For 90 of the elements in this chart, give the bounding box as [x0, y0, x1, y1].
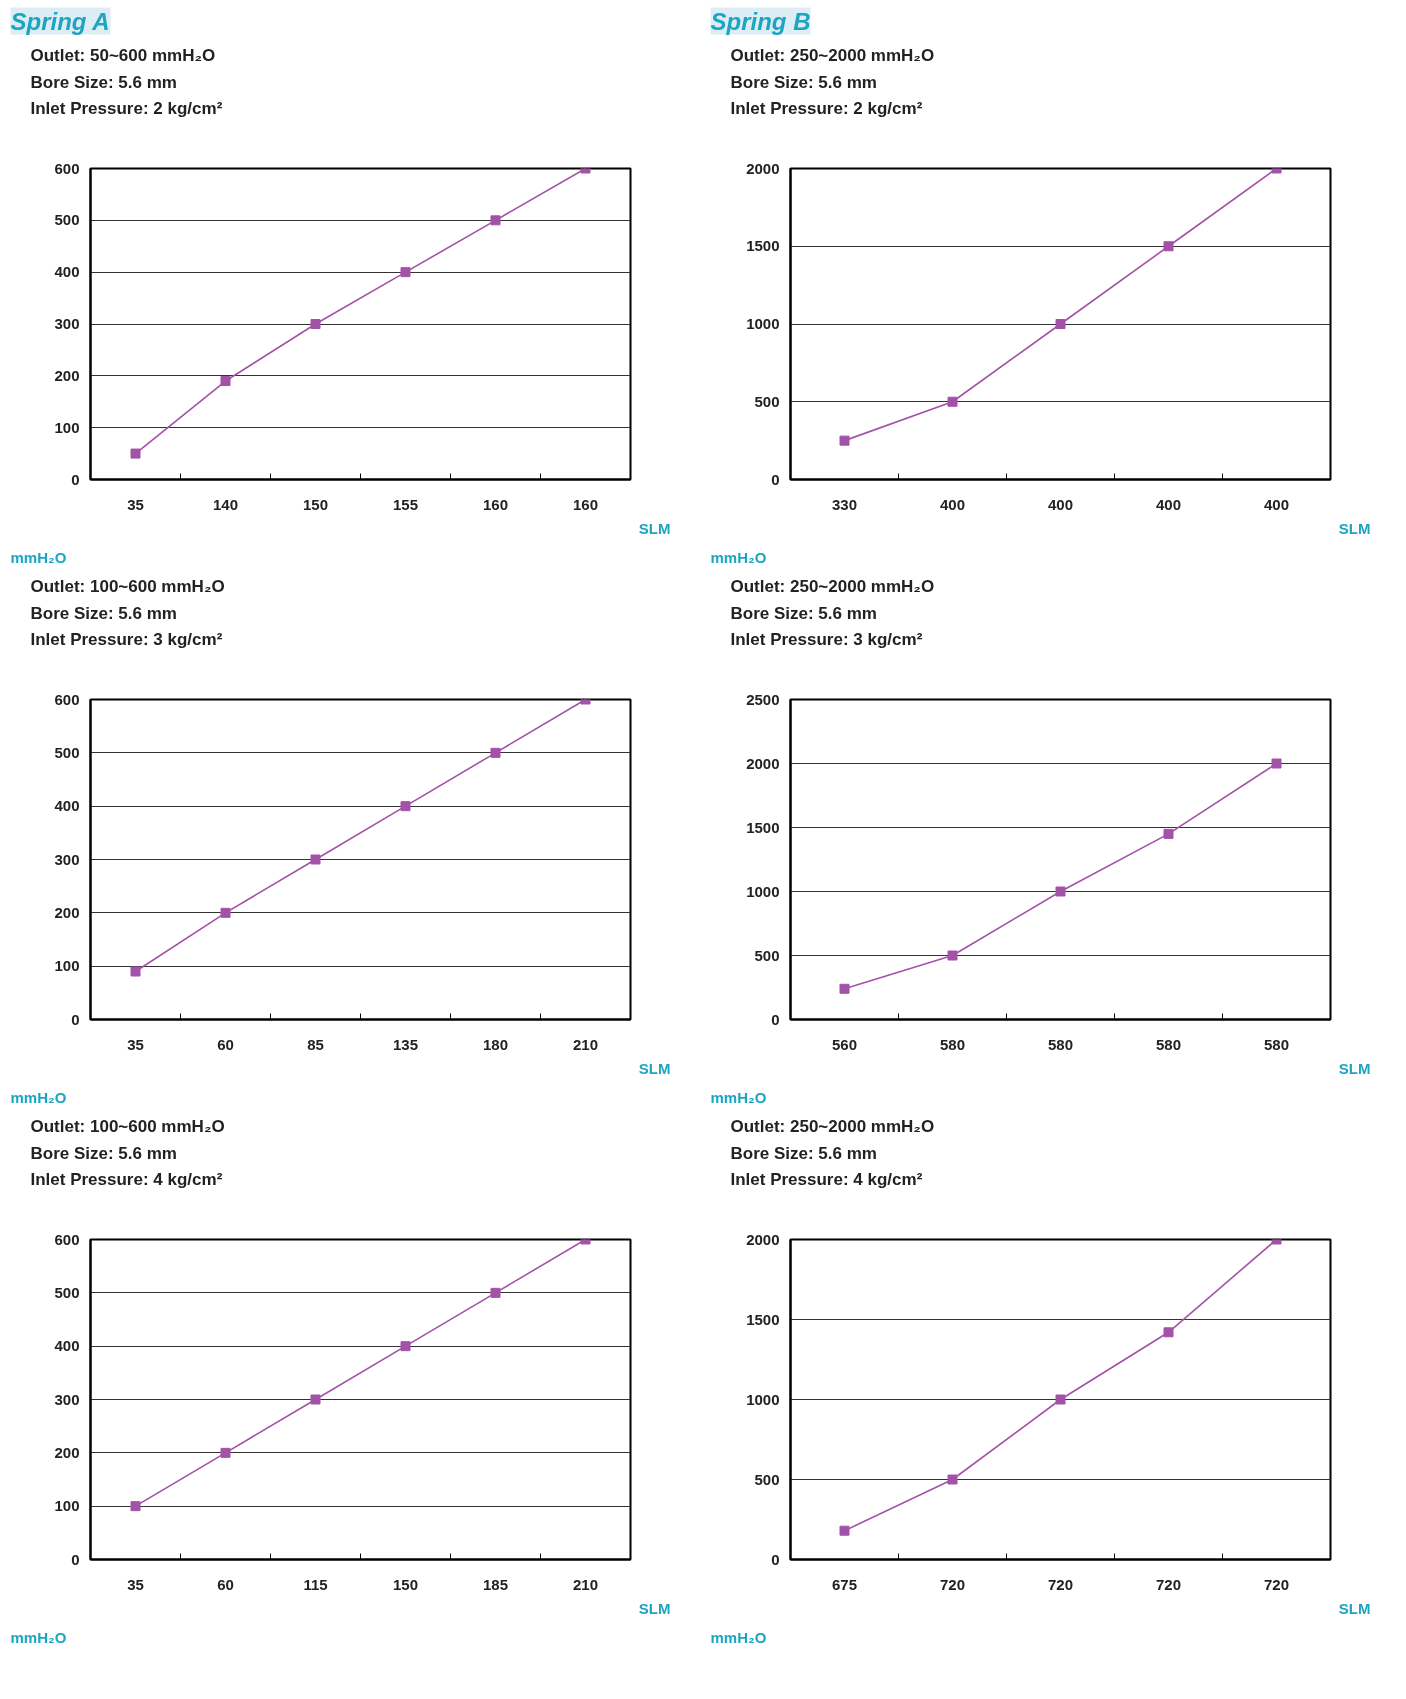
y-tick-label: 100	[54, 957, 80, 975]
y-tick-label: 200	[54, 903, 80, 921]
y-tick-label: 0	[71, 470, 80, 488]
chart-subtitle: Outlet: 100~600 mmH₂O Bore Size: 5.6 mm Inlet Pressure: 3 kg/cm²	[30, 577, 225, 650]
x-tick-label: 720	[939, 1575, 966, 1593]
y-tick-label: 1000	[746, 1390, 780, 1408]
y-tick-label: 2000	[746, 159, 780, 177]
x-tick-label: 400	[1263, 495, 1290, 513]
y-axis-title: mmH₂O	[710, 1628, 767, 1646]
chart-subtitle: Outlet: 250~2000 mmH₂O Bore Size: 5.6 mm Inlet Pressure: 3 kg/cm²	[730, 577, 935, 650]
x-tick-label: 675	[831, 1575, 858, 1593]
y-tick-label: 1000	[746, 315, 780, 332]
chart-subtitle: Outlet: 50~600 mmH₂O Bore Size: 5.6 mm Inlet Pressure: 2 kg/cm²	[30, 46, 223, 119]
y-tick-label: 300	[54, 850, 80, 868]
x-axis-title: SLM	[1338, 1599, 1371, 1617]
y-tick-label: 200	[54, 366, 80, 384]
x-tick-label: 155	[392, 495, 419, 513]
x-tick-label: 140	[212, 495, 239, 513]
x-tick-label: 150	[302, 495, 329, 513]
y-tick-label: 400	[54, 1337, 80, 1355]
x-tick-label: 580	[1047, 1035, 1074, 1053]
x-axis-title: SLM	[638, 1059, 671, 1077]
y-tick-label: 500	[754, 946, 780, 964]
x-tick-label: 580	[939, 1035, 966, 1053]
chart-subtitle: Outlet: 100~600 mmH₂O Bore Size: 5.6 mm Inlet Pressure: 4 kg/cm²	[30, 1117, 225, 1190]
x-tick-label: 560	[831, 1035, 858, 1053]
x-tick-label: 580	[1155, 1035, 1182, 1053]
y-tick-label: 600	[54, 690, 80, 708]
y-tick-label: 0	[771, 1010, 780, 1028]
x-tick-label: 180	[482, 1035, 509, 1053]
x-tick-label: 185	[482, 1575, 509, 1593]
x-axis-title: SLM	[638, 519, 671, 537]
x-tick-label: 35	[127, 1575, 144, 1593]
y-tick-label: 2000	[746, 1230, 780, 1248]
y-tick-label: 200	[54, 1443, 80, 1461]
x-tick-label: 160	[572, 495, 599, 513]
x-tick-label: 400	[1155, 495, 1182, 513]
y-axis-title: mmH₂O	[10, 548, 67, 566]
chart-subtitle: Outlet: 250~2000 mmH₂O Bore Size: 5.6 mm Inlet Pressure: 4 kg/cm²	[730, 1117, 935, 1190]
y-tick-label: 500	[54, 211, 80, 229]
y-tick-label: 500	[54, 743, 80, 761]
y-tick-label: 0	[71, 1010, 80, 1028]
y-axis-title: mmH₂O	[710, 1088, 767, 1106]
chart-title: Spring B	[710, 7, 811, 35]
y-tick-label: 0	[71, 1550, 80, 1568]
y-tick-label: 1500	[746, 818, 780, 836]
x-tick-label: 35	[127, 1035, 144, 1053]
x-tick-label: 720	[1263, 1575, 1290, 1593]
y-tick-label: 600	[54, 1230, 80, 1248]
y-tick-label: 1500	[746, 1310, 780, 1328]
y-tick-label: 500	[754, 1470, 780, 1488]
x-tick-label: 160	[482, 495, 509, 513]
y-axis-title: mmH₂O	[10, 1628, 67, 1646]
y-tick-label: 2000	[746, 754, 780, 772]
y-tick-label: 300	[54, 315, 80, 332]
x-tick-label: 400	[1047, 495, 1074, 513]
y-tick-label: 400	[54, 797, 80, 815]
y-tick-label: 2500	[746, 690, 780, 708]
x-tick-label: 60	[217, 1575, 234, 1593]
x-tick-label: 35	[127, 495, 144, 513]
x-tick-label: 150	[392, 1575, 419, 1593]
y-tick-label: 500	[54, 1283, 80, 1301]
y-tick-label: 0	[771, 1550, 780, 1568]
y-tick-label: 100	[54, 1497, 80, 1515]
x-tick-label: 85	[307, 1035, 324, 1053]
y-tick-label: 500	[754, 392, 780, 410]
y-tick-label: 100	[54, 418, 80, 436]
y-tick-label: 1500	[746, 237, 780, 255]
y-tick-label: 0	[771, 470, 780, 488]
y-tick-label: 1000	[746, 882, 780, 900]
x-tick-label: 400	[939, 495, 966, 513]
x-tick-label: 210	[572, 1575, 599, 1593]
x-tick-label: 330	[831, 495, 858, 513]
x-axis-title: SLM	[638, 1599, 671, 1617]
y-tick-label: 600	[54, 159, 80, 177]
chart-title: Spring A	[10, 7, 110, 35]
x-tick-label: 60	[217, 1035, 234, 1053]
x-tick-label: 720	[1155, 1575, 1182, 1593]
x-tick-label: 115	[303, 1575, 328, 1593]
x-axis-title: SLM	[1338, 519, 1371, 537]
x-tick-label: 210	[572, 1035, 599, 1053]
chart-subtitle: Outlet: 250~2000 mmH₂O Bore Size: 5.6 mm Inlet Pressure: 2 kg/cm²	[730, 46, 935, 119]
x-tick-label: 580	[1263, 1035, 1290, 1053]
x-tick-label: 720	[1047, 1575, 1074, 1593]
y-tick-label: 400	[54, 263, 80, 281]
y-axis-title: mmH₂O	[10, 1088, 67, 1106]
y-axis-title: mmH₂O	[710, 548, 767, 566]
x-tick-label: 135	[392, 1035, 419, 1053]
y-tick-label: 300	[54, 1390, 80, 1408]
x-axis-title: SLM	[1338, 1059, 1371, 1077]
